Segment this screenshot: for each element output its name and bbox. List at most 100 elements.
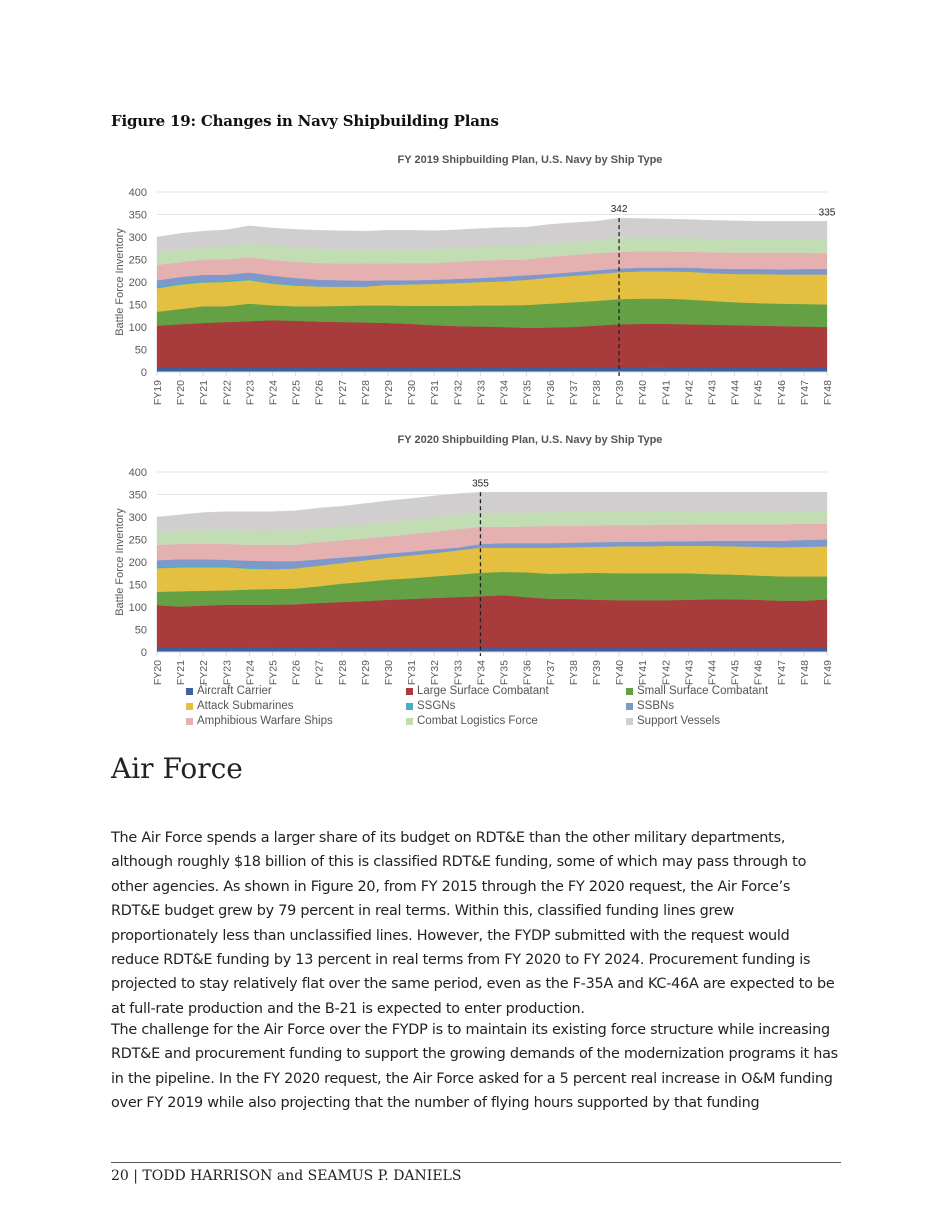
y-tick-label: 100: [129, 602, 147, 614]
y-tick-label: 350: [129, 490, 147, 502]
annotation-label: 355: [472, 478, 489, 489]
x-tick-label: FY20: [152, 660, 164, 685]
legend-label: Support Vessels: [637, 715, 721, 727]
y-axis-label: Battle Force Inventory: [114, 508, 126, 616]
x-tick-label: FY19: [152, 380, 164, 405]
x-tick-label: FY35: [499, 660, 511, 685]
legend-swatch: [186, 687, 193, 695]
y-tick-label: 50: [135, 345, 147, 357]
y-tick-label: 0: [141, 647, 147, 659]
x-tick-label: FY26: [291, 660, 303, 685]
x-tick-label: FY34: [499, 380, 511, 405]
x-tick-label: FY31: [429, 380, 441, 405]
x-tick-label: FY48: [822, 380, 834, 405]
x-tick-label: FY43: [706, 380, 718, 405]
legend-item: SSGNs: [406, 699, 626, 713]
x-tick-label: FY24: [244, 660, 256, 685]
x-tick-label: FY28: [360, 380, 372, 405]
body-paragraph-2: The challenge for the Air Force over the…: [111, 1022, 838, 1112]
legend-item: Aircraft Carrier: [186, 684, 406, 698]
legend-swatch: [626, 717, 633, 725]
x-tick-label: FY21: [198, 380, 210, 405]
x-tick-label: FY30: [406, 380, 418, 405]
annotation-label: 342: [611, 204, 628, 215]
x-tick-label: FY22: [221, 380, 233, 405]
x-tick-label: FY49: [822, 660, 834, 685]
y-tick-label: 150: [129, 300, 147, 312]
y-tick-label: 250: [129, 535, 147, 547]
x-tick-label: FY46: [753, 660, 765, 685]
legend-label: SSBNs: [637, 700, 675, 712]
x-tick-label: FY39: [591, 660, 603, 685]
legend-swatch: [186, 717, 193, 725]
legend-item: Small Surface Combatant: [626, 684, 846, 698]
page-footer: 20 | TODD HARRISON and SEAMUS P. DANIELS: [111, 1168, 462, 1184]
chart-1-title: FY 2019 Shipbuilding Plan, U.S. Navy by …: [397, 154, 663, 166]
y-tick-label: 250: [129, 255, 147, 267]
y-tick-label: 400: [129, 187, 147, 199]
y-tick-label: 150: [129, 580, 147, 592]
area-series-large-surface-combatant: [156, 320, 828, 368]
section-heading: Air Force: [111, 752, 243, 785]
x-tick-label: FY21: [175, 660, 187, 685]
chart-legend: Aircraft Carrier Large Surface Combatant S…: [186, 684, 866, 728]
legend-label: Amphibious Warfare Ships: [197, 715, 333, 727]
y-tick-label: 50: [135, 625, 147, 637]
footer-divider: [111, 1162, 841, 1163]
x-tick-label: FY22: [198, 660, 210, 685]
x-tick-label: FY33: [475, 380, 487, 405]
x-tick-label: FY42: [660, 660, 672, 685]
legend-swatch: [406, 687, 413, 695]
y-tick-label: 300: [129, 512, 147, 524]
area-series-support-vessels: [156, 217, 828, 253]
x-tick-label: FY40: [637, 380, 649, 405]
legend-item: Support Vessels: [626, 714, 846, 728]
legend-swatch: [186, 702, 193, 710]
x-tick-label: FY24: [268, 380, 280, 405]
x-tick-label: FY47: [776, 660, 788, 685]
x-tick-label: FY37: [568, 380, 580, 405]
y-tick-label: 350: [129, 210, 147, 222]
x-tick-label: FY34: [475, 660, 487, 685]
legend-label: Large Surface Combatant: [417, 685, 549, 697]
x-tick-label: FY42: [683, 380, 695, 405]
x-tick-label: FY26: [314, 380, 326, 405]
y-tick-label: 200: [129, 277, 147, 289]
x-tick-label: FY38: [568, 660, 580, 685]
x-tick-label: FY44: [730, 380, 742, 405]
x-tick-label: FY23: [244, 380, 256, 405]
x-tick-label: FY28: [337, 660, 349, 685]
y-axis-label: Battle Force Inventory: [114, 228, 126, 336]
x-tick-label: FY35: [522, 380, 534, 405]
legend-label: Aircraft Carrier: [197, 685, 272, 697]
legend-item: Attack Submarines: [186, 699, 406, 713]
legend-swatch: [626, 702, 633, 710]
x-tick-label: FY45: [730, 660, 742, 685]
y-tick-label: 0: [141, 367, 147, 379]
y-tick-label: 200: [129, 557, 147, 569]
x-tick-label: FY25: [268, 660, 280, 685]
x-tick-label: FY37: [545, 660, 557, 685]
x-tick-label: FY43: [683, 660, 695, 685]
legend-label: Small Surface Combatant: [637, 685, 769, 697]
chart-2-title: FY 2020 Shipbuilding Plan, U.S. Navy by …: [397, 434, 663, 446]
chart-fy2019-plan: 0 50 100 150 200 250 300 350 400 Battle Force Inv…: [114, 187, 836, 405]
x-tick-label: FY29: [360, 660, 372, 685]
x-tick-label: FY32: [429, 660, 441, 685]
legend-swatch: [406, 717, 413, 725]
x-tick-label: FY45: [753, 380, 765, 405]
area-series-support-vessels: [156, 492, 828, 533]
x-tick-label: FY41: [637, 660, 649, 685]
area-series-aircraft-carrier: [156, 366, 828, 373]
x-tick-label: FY46: [776, 380, 788, 405]
x-tick-label: FY33: [452, 660, 464, 685]
legend-item: Large Surface Combatant: [406, 684, 626, 698]
legend-item: Amphibious Warfare Ships: [186, 714, 406, 728]
x-tick-label: FY29: [383, 380, 395, 405]
chart-fy2020-plan: 0 50 100 150 200 250 300 350 400 Battle Force Inv…: [114, 467, 834, 685]
x-tick-label: FY38: [591, 380, 603, 405]
y-tick-label: 300: [129, 232, 147, 244]
y-tick-label: 100: [129, 322, 147, 334]
x-tick-label: FY36: [522, 660, 534, 685]
legend-swatch: [626, 687, 633, 695]
